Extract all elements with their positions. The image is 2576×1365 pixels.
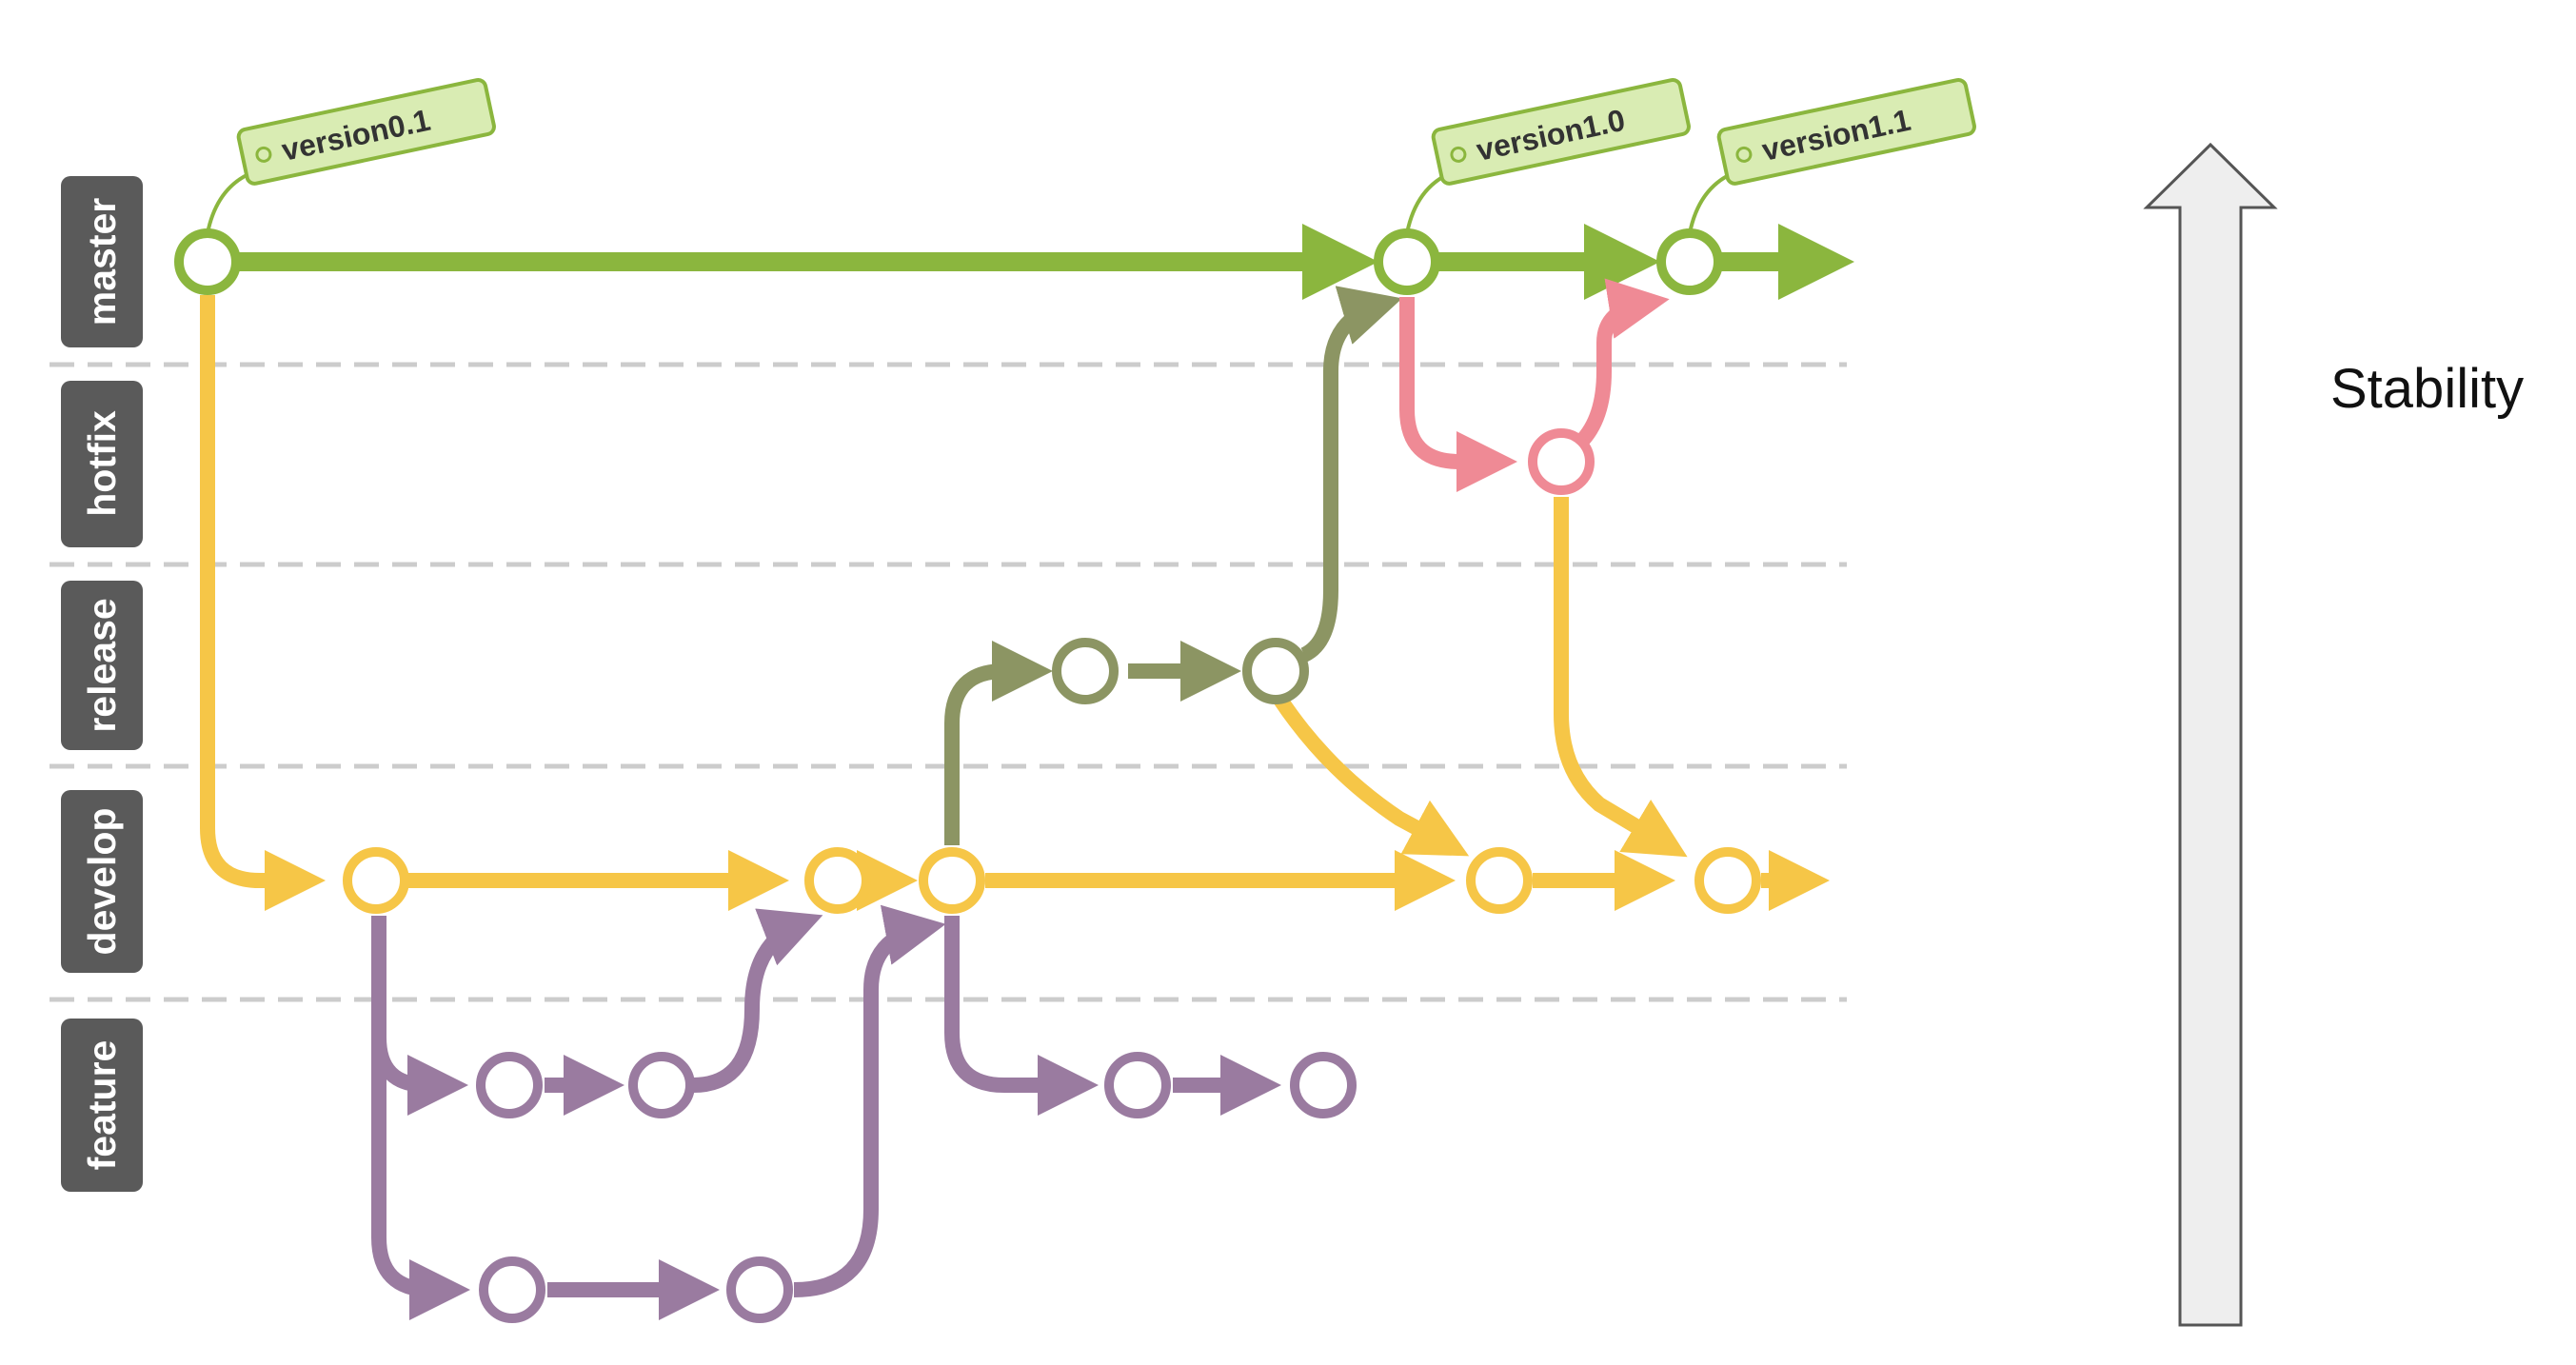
edge-feature-a-merge [692, 908, 823, 1093]
up-arrow-icon [2143, 142, 2278, 1327]
edge-feature-b-merge [793, 904, 946, 1297]
commits [174, 228, 1761, 1323]
lane-label-master: master [61, 176, 143, 347]
commit-feature-a-0 [476, 1052, 543, 1118]
lane-label-feature: feature [61, 1019, 143, 1192]
commit-release-0 [1052, 638, 1119, 704]
tag-version-0-1: version0.1 [206, 78, 496, 234]
stability-label: Stability [2330, 358, 2524, 420]
lane-label-hotfix: hotfix [61, 381, 143, 547]
lane-label-hotfix-text: hotfix [80, 410, 124, 517]
edge-feature-b-start [371, 916, 470, 1320]
commit-hotfix-0 [1528, 428, 1595, 495]
commit-develop-4 [1694, 847, 1761, 914]
commit-feature-b-1 [726, 1256, 793, 1323]
commit-feature-b-0 [479, 1256, 545, 1323]
tag-version-1-0: version1.0 [1405, 78, 1691, 234]
tag-icon: version1.1 [1716, 78, 1976, 186]
commit-feature-c-0 [1104, 1052, 1171, 1118]
edge-develop-release [944, 641, 1053, 845]
lane-label-release: release [61, 581, 143, 750]
lane-label-develop-text: develop [80, 808, 124, 956]
lane-label-release-text: release [80, 598, 124, 732]
commit-develop-1 [804, 847, 871, 914]
tag-icon: version0.1 [236, 78, 496, 186]
commit-develop-3 [1466, 847, 1533, 914]
branch-edges [200, 224, 1854, 1320]
commit-feature-a-1 [628, 1052, 695, 1118]
edge-master-hotfix [1399, 297, 1517, 492]
stability-indicator: Stability [2143, 142, 2524, 1327]
edge-hotfix-develop [1554, 497, 1688, 858]
edge-feature-c-start [944, 916, 1099, 1116]
edge-release-develop [1274, 695, 1470, 857]
tag-icon: version1.0 [1431, 78, 1691, 186]
tag-version-1-1: version1.1 [1688, 78, 1976, 234]
commit-release-1 [1242, 638, 1309, 704]
version-tags: version0.1 version1.0 version1.1 [206, 78, 1976, 234]
commit-develop-2 [919, 847, 985, 914]
commit-master-0 [174, 228, 241, 295]
edge-master-develop [200, 295, 326, 911]
lane-label-master-text: master [80, 198, 124, 326]
commit-feature-c-1 [1290, 1052, 1357, 1118]
commit-develop-0 [343, 847, 409, 914]
edge-hotfix-master [1575, 278, 1670, 448]
commit-master-2 [1656, 228, 1723, 295]
lane-labels: master hotfix release develop feature [61, 176, 143, 1192]
lane-label-feature-text: feature [80, 1040, 124, 1171]
edge-release-master [1300, 286, 1403, 663]
lane-label-develop: develop [61, 790, 143, 973]
commit-master-1 [1374, 228, 1440, 295]
